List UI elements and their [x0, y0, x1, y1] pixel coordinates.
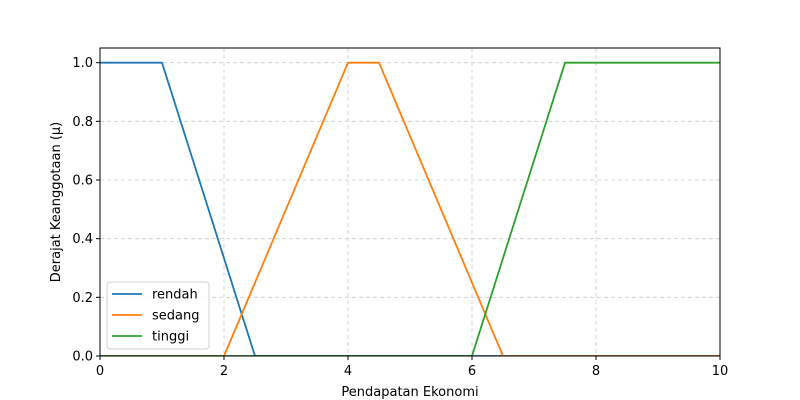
y-tick-label: 0.0 [72, 350, 93, 365]
x-tick-label: 8 [592, 364, 600, 379]
x-axis-label: Pendapatan Ekonomi [341, 385, 478, 400]
x-tick-label: 2 [220, 364, 228, 379]
y-tick-label: 0.4 [72, 232, 93, 247]
series-line-rendah [100, 61, 720, 356]
series-line-sedang [100, 61, 720, 356]
plot-frame [99, 47, 721, 357]
y-tick-label: 0.6 [72, 174, 93, 189]
x-tick-label: 4 [344, 364, 352, 379]
legend-box [106, 281, 210, 350]
y-tick-label: 1.0 [72, 56, 93, 71]
x-tick-label: 6 [468, 364, 476, 379]
legend: rendah sedang tinggi [106, 281, 210, 350]
x-tick-label: 0 [96, 364, 104, 379]
x-tick-label: 10 [712, 364, 729, 379]
legend-label-tinggi: tinggi [152, 330, 189, 345]
y-tick-label: 0.8 [72, 115, 93, 130]
legend-label-sedang: sedang [152, 309, 199, 324]
series-line-tinggi [100, 61, 720, 356]
legend-label-rendah: rendah [152, 288, 198, 303]
y-axis-label: Derajat Keanggotaan (μ) [49, 122, 64, 282]
y-tick-label: 0.2 [72, 291, 93, 306]
x-axis-ticks: 0 2 4 6 8 10 [96, 356, 728, 379]
y-axis-ticks: 0.0 0.2 0.4 0.6 0.8 1.0 [72, 56, 100, 365]
series-lines [100, 61, 720, 356]
